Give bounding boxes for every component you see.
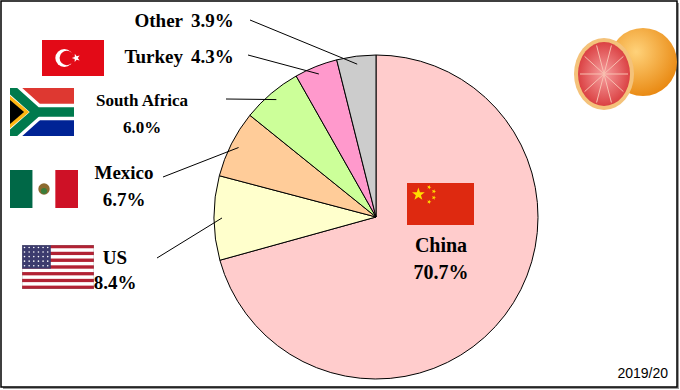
grapefruit-segment	[580, 74, 604, 75]
flag-star	[427, 200, 431, 204]
grapefruit-segment	[597, 45, 604, 74]
flag	[10, 88, 74, 136]
flag-star	[432, 195, 436, 199]
flag-star	[42, 256, 44, 258]
flag-star	[28, 247, 30, 249]
category-label: Mexico	[94, 162, 153, 183]
category-label: US	[103, 247, 127, 268]
flag-star	[38, 247, 40, 249]
data-label: 8.4%	[94, 272, 137, 293]
data-label: 6.7%	[103, 189, 146, 210]
category-label: Turkey	[125, 46, 184, 67]
grapefruit-segment	[604, 56, 623, 74]
flag-star	[38, 256, 40, 258]
flag	[10, 170, 78, 208]
flag-star	[42, 265, 44, 267]
grapefruit-segment	[604, 74, 623, 92]
leader-line	[250, 20, 357, 64]
flag-star	[33, 260, 35, 262]
flag-star	[33, 251, 35, 253]
flag-emblem	[41, 188, 47, 194]
flag-star	[33, 256, 35, 258]
grapefruit-segment	[604, 45, 611, 74]
grapefruit-rind	[574, 38, 634, 110]
category-label: South Africa	[96, 91, 189, 110]
flag-star	[47, 260, 49, 262]
flag-crescent	[55, 49, 73, 67]
flag-star	[24, 247, 26, 249]
flag-triangle	[10, 100, 24, 124]
flag-band	[10, 170, 33, 208]
flag-stripe	[22, 279, 94, 283]
grapefruit-segment	[604, 74, 611, 103]
annotation: 2019/20	[617, 365, 668, 381]
flag	[407, 183, 474, 225]
flag-star	[432, 189, 436, 193]
flag-crescent	[60, 51, 74, 65]
grapefruit-segment	[597, 74, 604, 103]
flag-border	[22, 245, 94, 289]
flag-canton	[22, 245, 51, 269]
grapefruit-picture	[574, 28, 677, 110]
grapefruit-pulp	[578, 42, 630, 106]
pie	[214, 55, 538, 379]
flag-emblem	[38, 183, 49, 194]
flag-star	[427, 185, 431, 189]
flag-star	[24, 265, 26, 267]
flag-star	[24, 256, 26, 258]
flag-band	[55, 170, 78, 208]
flag-stripe	[22, 286, 94, 289]
flag-star	[47, 251, 49, 253]
flag-star	[28, 251, 30, 253]
leader-line	[248, 55, 319, 74]
flag-star	[28, 256, 30, 258]
flag-star	[28, 260, 30, 262]
flag-field	[407, 183, 474, 225]
labels: China 70.7% US 8.4% Mexico 6.7% South Africa 6.…	[94, 10, 469, 293]
flag-star	[412, 188, 425, 200]
flag-star	[24, 260, 26, 262]
flag-star	[47, 256, 49, 258]
flag-star	[24, 251, 26, 253]
flag-star	[72, 54, 80, 62]
flag-star	[38, 260, 40, 262]
flag-stripe	[22, 269, 94, 273]
flag-star	[47, 265, 49, 267]
pie-slice	[337, 55, 376, 217]
flag-star	[28, 265, 30, 267]
flag-star	[38, 265, 40, 267]
flag-field	[42, 40, 104, 76]
data-label: 70.7%	[414, 261, 469, 283]
chart: China 70.7% US 8.4% Mexico 6.7% South Africa 6.…	[0, 0, 680, 390]
flag-stripe	[22, 275, 94, 279]
flag-star	[47, 247, 49, 249]
leader-line	[163, 148, 239, 177]
leader-line	[226, 99, 276, 101]
flag-star	[38, 251, 40, 253]
grapefruit-segment	[585, 56, 604, 74]
data-label: 3.9%	[191, 10, 234, 31]
category-label: Other	[134, 10, 183, 31]
flag-star	[42, 260, 44, 262]
flag-star	[42, 247, 44, 249]
flag-stripe	[22, 272, 94, 276]
flag-band	[33, 170, 56, 208]
flag-star	[42, 251, 44, 253]
frame	[1, 1, 677, 387]
data-label: 6.0%	[123, 118, 161, 137]
leader-line	[157, 218, 222, 258]
data-label: 4.3%	[191, 46, 234, 67]
flag	[42, 40, 104, 76]
grapefruit-segment	[585, 74, 604, 92]
category-label: China	[415, 234, 467, 256]
flag-stripe	[22, 282, 94, 286]
grapefruit-segment	[604, 74, 628, 75]
flag-star	[33, 265, 35, 267]
flag-triangle	[10, 96, 29, 129]
flag	[22, 245, 94, 289]
flag-star	[33, 247, 35, 249]
